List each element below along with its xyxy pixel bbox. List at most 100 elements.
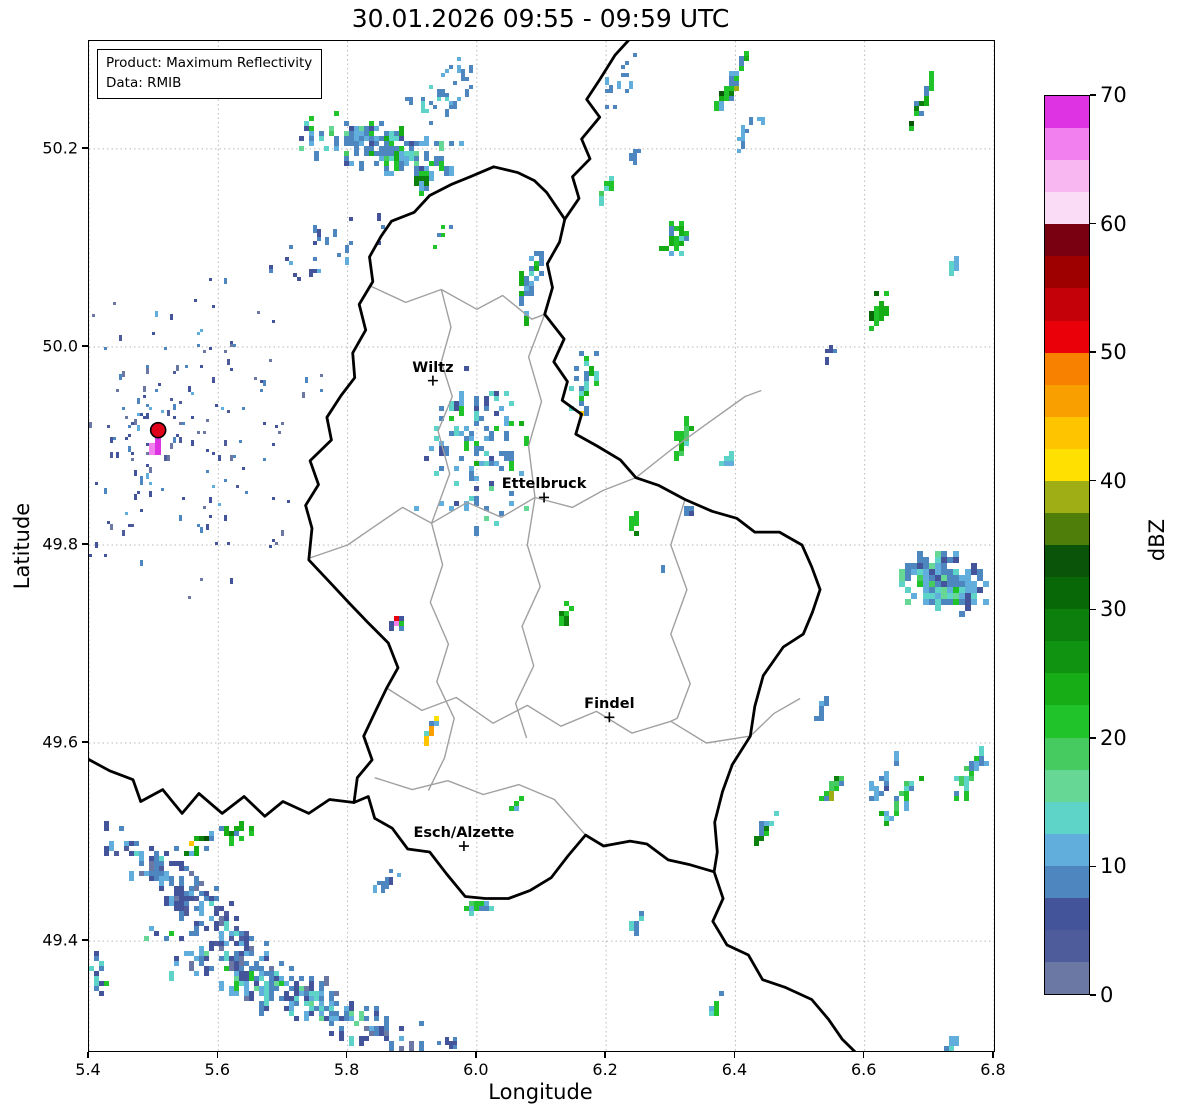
radar-echo-pixel — [199, 946, 204, 956]
radar-echo-pixel — [464, 906, 469, 911]
radar-echo-pixel — [965, 593, 971, 599]
radar-echo-pixel — [334, 146, 339, 151]
x-tick-label: 6.6 — [850, 1060, 877, 1079]
radar-echo-pixel — [514, 806, 519, 811]
radar-echo-pixel — [394, 136, 399, 141]
radar-echo-pixel — [947, 581, 953, 587]
radar-echo-pixel — [389, 141, 394, 146]
radar-echo-pixel — [917, 575, 923, 581]
radar-echo-pixel — [839, 776, 844, 781]
radar-echo-pixel — [684, 421, 689, 426]
radar-echo-pixel — [215, 542, 218, 545]
radar-echo-pixel — [449, 401, 454, 411]
radar-echo-pixel — [264, 971, 269, 976]
radar-echo-pixel — [514, 801, 519, 806]
radar-echo-pixel — [905, 563, 911, 569]
radar-echo-pixel — [215, 404, 218, 407]
radar-echo-pixel — [734, 71, 739, 76]
radar-echo-pixel — [320, 389, 323, 392]
radar-echo-pixel — [137, 413, 140, 416]
radar-echo-pixel — [959, 599, 965, 605]
radar-echo-pixel — [741, 141, 745, 145]
radar-echo-pixel — [399, 1046, 404, 1051]
radar-echo-pixel — [304, 126, 309, 131]
radar-echo-pixel — [964, 781, 969, 791]
radar-echo-pixel — [354, 1021, 359, 1026]
radar-echo-pixel — [194, 896, 199, 901]
radar-echo-pixel — [905, 587, 911, 593]
radar-echo-pixel — [874, 316, 879, 326]
radar-echo-pixel — [374, 1006, 379, 1011]
radar-echo-pixel — [189, 951, 194, 956]
radar-echo-pixel — [369, 151, 374, 156]
radar-echo-pixel — [209, 515, 212, 518]
radar-echo-pixel — [124, 841, 129, 846]
colorbar-tick-mark — [1090, 608, 1096, 610]
city-plus-marker — [427, 375, 438, 386]
radar-echo-pixel — [519, 796, 524, 801]
radar-echo-pixel — [894, 756, 899, 761]
radar-echo-pixel — [474, 461, 479, 466]
radar-echo-pixel — [200, 527, 203, 533]
y-tick-mark — [82, 543, 88, 545]
radar-echo-pixel — [349, 161, 354, 166]
radar-echo-pixel — [359, 126, 364, 131]
radar-echo-pixel — [965, 575, 971, 587]
radar-echo-pixel — [764, 821, 769, 826]
page-title: 30.01.2026 09:55 - 09:59 UTC — [351, 4, 730, 33]
y-tick-mark — [82, 345, 88, 347]
radar-echo-pixel — [320, 374, 323, 377]
radar-echo-pixel — [197, 344, 200, 347]
radar-echo-pixel — [212, 377, 215, 380]
radar-echo-pixel — [229, 931, 234, 936]
x-tick-label: 6.8 — [980, 1060, 1006, 1079]
radar-echo-pixel — [344, 136, 349, 146]
colorbar-segment — [1045, 737, 1089, 770]
radar-echo-pixel — [434, 471, 439, 476]
radar-echo-pixel — [679, 221, 684, 226]
radar-echo-pixel — [304, 986, 309, 991]
radar-echo-pixel — [737, 137, 741, 141]
radar-echo-pixel — [381, 889, 385, 893]
radar-echo-pixel — [128, 425, 131, 428]
radar-echo-pixel — [904, 791, 909, 796]
radar-echo-pixel — [164, 455, 167, 461]
radar-echo-pixel — [319, 1006, 324, 1011]
radar-echo-pixel — [99, 981, 104, 986]
radar-echo-pixel — [164, 936, 169, 941]
radar-echo-pixel — [369, 141, 374, 146]
radar-echo-pixel — [461, 73, 465, 77]
radar-echo-pixel — [269, 971, 274, 981]
radar-echo-pixel — [279, 976, 284, 981]
radar-echo-pixel — [969, 761, 974, 766]
radar-echo-pixel — [434, 716, 439, 721]
radar-echo-pixel — [935, 551, 941, 557]
radar-echo-pixel — [874, 791, 879, 801]
radar-echo-pixel — [324, 976, 329, 986]
radar-echo-pixel — [884, 816, 889, 821]
radar-echo-pixel — [289, 986, 294, 991]
radar-echo-pixel — [107, 425, 110, 428]
radar-echo-pixel — [94, 981, 99, 986]
radar-echo-pixel — [399, 1036, 404, 1041]
radar-echo-pixel — [374, 126, 379, 131]
radar-echo-pixel — [719, 991, 724, 996]
radar-echo-pixel — [154, 861, 159, 871]
radar-echo-pixel — [669, 226, 674, 236]
radar-echo-pixel — [399, 126, 404, 136]
radar-echo-pixel — [724, 86, 729, 91]
radar-echo-pixel — [629, 81, 633, 89]
radar-echo-pixel — [953, 551, 959, 557]
radar-echo-pixel — [524, 436, 529, 446]
radar-echo-pixel — [529, 256, 534, 261]
colorbar — [1044, 95, 1090, 995]
radar-echo-pixel — [234, 971, 239, 976]
radar-echo-pixel — [941, 563, 947, 569]
radar-echo-pixel — [269, 981, 274, 991]
radar-echo-pixel — [244, 951, 249, 956]
radar-echo-pixel — [146, 365, 149, 368]
radar-echo-pixel — [319, 131, 324, 136]
radar-echo-pixel — [449, 416, 454, 421]
radar-echo-pixel — [719, 91, 724, 96]
